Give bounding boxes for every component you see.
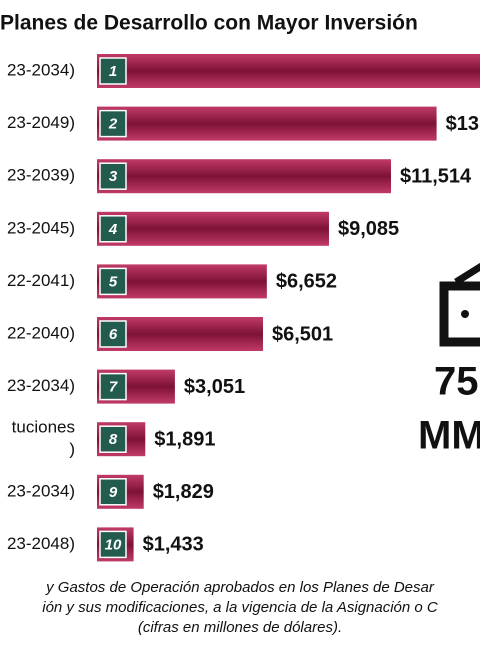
rank-label: 6 xyxy=(109,326,118,343)
rank-badge xyxy=(99,267,127,296)
rank-label: 8 xyxy=(109,431,118,448)
category-label: 23-2049) xyxy=(7,113,75,132)
rank-label: 1 xyxy=(109,63,117,80)
footnote: y Gastos de Operación aprobados en los P… xyxy=(45,579,435,596)
category-label: 23-2034) xyxy=(7,481,75,500)
category-label: 22-2041) xyxy=(7,271,75,290)
rank-label: 3 xyxy=(109,168,118,185)
bar xyxy=(97,54,480,88)
rank-label: 4 xyxy=(108,221,118,238)
category-label: 23-2048) xyxy=(7,534,75,553)
bar xyxy=(97,211,329,246)
value-label: $6,652 xyxy=(276,271,337,293)
value-label: $9,085 xyxy=(338,218,399,240)
value-label: $1,891 xyxy=(154,428,215,450)
rank-badge xyxy=(99,320,127,348)
side-number: 75 xyxy=(434,360,479,404)
side-unit: MM xyxy=(418,414,480,458)
rank-badge xyxy=(99,162,127,190)
value-label: $1,433 xyxy=(143,534,204,556)
category-label: 22-2040) xyxy=(7,323,75,342)
rank-label: 5 xyxy=(109,273,118,290)
footnote: ión y sus modificaciones, a la vigencia … xyxy=(42,599,438,616)
rank-label: 9 xyxy=(109,484,118,501)
category-label: 23-2034) xyxy=(7,376,75,395)
footnote: (cifras en millones de dólares). xyxy=(138,619,342,636)
rank-badge xyxy=(99,425,127,453)
chart-title: Planes de Desarrollo con Mayor Inversión xyxy=(0,12,418,35)
rank-label: 2 xyxy=(108,116,118,133)
value-label: $1,829 xyxy=(153,481,214,503)
rank-badge xyxy=(99,57,127,85)
rank-badge xyxy=(99,372,127,401)
rank-label: 10 xyxy=(105,536,122,553)
icon-dot xyxy=(461,310,469,318)
category-label: 23-2039) xyxy=(7,166,75,185)
value-label: $11,514 xyxy=(400,165,472,187)
value-label: $3,051 xyxy=(184,376,245,398)
category-label: 23-2034) xyxy=(7,60,75,79)
category-label: 23-2045) xyxy=(7,218,75,237)
bar xyxy=(97,159,391,194)
value-label: $6,501 xyxy=(272,323,333,345)
rank-badge xyxy=(99,109,127,138)
rank-badge xyxy=(99,530,127,559)
value-label: $13 xyxy=(446,113,479,135)
rank-badge xyxy=(99,478,127,506)
category-label: ) xyxy=(69,440,75,459)
rank-badge xyxy=(99,215,127,243)
rank-label: 7 xyxy=(109,379,118,396)
bar xyxy=(97,106,437,141)
category-label: tuciones xyxy=(12,418,75,437)
cash-icon xyxy=(439,262,480,347)
